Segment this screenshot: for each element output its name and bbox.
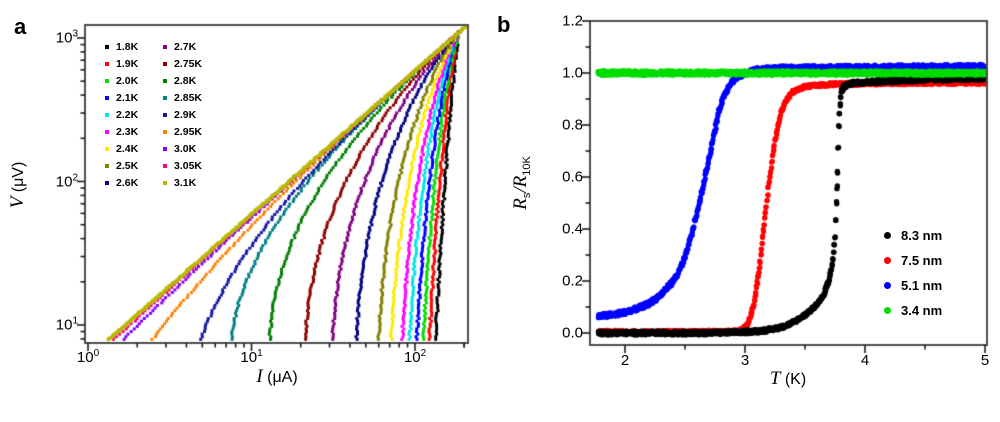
legend-marker-dot [884, 282, 891, 289]
y-axis-variable: V [7, 196, 28, 209]
panel-b-y-axis-label: Rs/R10K [510, 156, 533, 210]
x-tick-label: 4 [860, 352, 870, 369]
legend-item: 5.1 nm [884, 273, 942, 298]
y-tick-label: 0.2 [562, 272, 583, 290]
x-tick-label: 5 [980, 352, 990, 369]
x-tick-label: 2 [620, 352, 630, 369]
legend-item-label: 2.6K [116, 176, 139, 189]
legend-swatch [105, 163, 109, 168]
legend-swatch [163, 78, 167, 83]
legend-swatch [105, 95, 109, 100]
legend-item-label: 2.8K [174, 74, 197, 87]
legend-swatch [163, 146, 167, 151]
legend-item-label: 2.1K [116, 91, 139, 104]
legend-marker-dot [884, 307, 891, 314]
legend-item-label: 2.2K [116, 108, 139, 121]
legend-item-label: 2.95K [174, 125, 203, 138]
legend-item-label: 3.05K [174, 159, 203, 172]
y-axis-unit: (μV) [10, 161, 27, 197]
legend-swatch [163, 163, 167, 168]
legend-item: 8.3 nm [884, 223, 942, 248]
x-tick-label: 102 [403, 348, 427, 366]
legend-swatch [105, 61, 109, 66]
x-axis-variable: T [769, 368, 781, 389]
legend-item-label: 2.3K [116, 125, 139, 138]
y-tick-label: 1.0 [562, 64, 583, 82]
legend-item-label: 2.85K [174, 91, 203, 104]
y-axis-variable-denominator: R [510, 175, 531, 188]
y-tick-label: 101 [55, 315, 78, 334]
legend-swatch [105, 78, 109, 83]
legend-item-label: 3.0K [174, 142, 197, 155]
y-tick-label: 103 [55, 28, 78, 47]
x-tick-label: 101 [240, 348, 263, 366]
y-axis-variable-numerator: R [510, 198, 531, 210]
legend-marker-dot [884, 257, 891, 264]
legend-item-label: 8.3 nm [901, 228, 943, 243]
legend-item-label: 2.75K [174, 57, 203, 70]
legend-item-label: 1.8K [116, 40, 139, 53]
x-axis-variable: I [256, 366, 263, 387]
legend-swatch [163, 129, 167, 134]
legend-item-label: 1.9K [116, 57, 139, 70]
y-axis-subscript-10K: 10K [521, 156, 533, 176]
y-tick-label: 102 [55, 172, 78, 190]
legend-swatch [105, 180, 109, 185]
legend-marker-dot [884, 232, 891, 239]
panel-a-plot-canvas [60, 10, 480, 360]
legend-item-label: 3.1K [174, 176, 197, 189]
legend-item-label: 2.5K [116, 159, 139, 172]
legend-swatch [105, 112, 109, 117]
panel-a-y-axis-label: V (μV) [7, 162, 29, 209]
x-axis-unit: (K) [780, 371, 807, 388]
legend-swatch [163, 44, 167, 49]
legend-item-label: 3.4 nm [901, 303, 943, 318]
legend-item-label: 2.4K [116, 142, 139, 155]
legend-swatch [105, 129, 109, 134]
legend-item-label: 2.7K [174, 40, 197, 53]
y-tick-label: 0.4 [562, 220, 583, 238]
panel-a-label: a [14, 14, 27, 39]
y-axis-subscript-s: s [521, 192, 533, 199]
y-tick-label: 1.2 [562, 12, 583, 30]
legend-item-label: 5.1 nm [901, 278, 943, 293]
legend-swatch [163, 180, 167, 185]
y-tick-label: 0.6 [562, 168, 583, 186]
legend-item-label: 7.5 nm [901, 253, 943, 268]
legend-item-label: 2.0K [116, 74, 139, 87]
panel-b-label: b [497, 12, 511, 37]
panel-b-x-axis-label: T (K) [770, 368, 806, 390]
legend-item: 7.5 nm [884, 248, 942, 273]
panel-b-legend: 8.3 nm 7.5 nm 5.1 nm 3.4 nm [884, 223, 942, 323]
legend-swatch [105, 146, 109, 151]
legend-swatch [163, 95, 167, 100]
legend-swatch [163, 61, 167, 66]
y-tick-label: 0.8 [562, 116, 583, 134]
legend-item: 3.4 nm [884, 298, 942, 323]
x-axis-unit: (μA) [262, 369, 298, 386]
legend-item-label: 2.9K [174, 108, 197, 121]
y-tick-label: 0.0 [562, 324, 583, 342]
x-tick-label: 100 [76, 348, 100, 366]
panel-a-legend: 1.8K 2.7K 1.9K 2.75K 2.0K 2.8K 2.1K 2.85K 2.2K 2.… [103, 38, 231, 191]
panel-b-plot-canvas [565, 8, 1000, 360]
legend-swatch [163, 112, 167, 117]
panel-a-x-axis-label: I (μA) [256, 366, 297, 388]
x-tick-label: 3 [740, 352, 750, 369]
legend-swatch [105, 44, 109, 49]
